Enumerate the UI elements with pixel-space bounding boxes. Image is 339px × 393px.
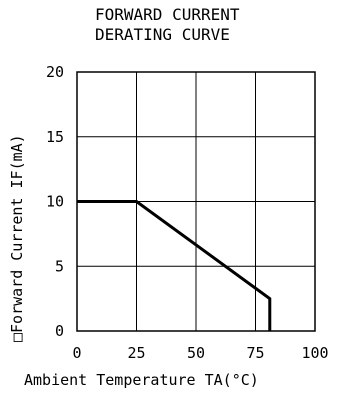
- y-tick-label-2: 10: [46, 193, 64, 211]
- y-axis-ticks: 0 5 10 15 20: [46, 63, 64, 340]
- y-tick-label-0: 0: [55, 322, 64, 340]
- chart-title-line-2: DERATING CURVE: [95, 25, 230, 44]
- y-tick-label-4: 20: [46, 63, 64, 81]
- x-axis-ticks: 0 25 50 75 100: [72, 344, 328, 362]
- y-tick-label-3: 15: [46, 128, 64, 146]
- x-tick-label-4: 100: [301, 344, 328, 362]
- chart-title-line-1: FORWARD CURRENT: [95, 5, 240, 24]
- y-tick-label-1: 5: [55, 257, 64, 275]
- series: [77, 200, 272, 331]
- x-tick-label-2: 50: [187, 344, 205, 362]
- x-tick-label-3: 75: [246, 344, 264, 362]
- y-axis-label: □Forward Current IF(mA): [8, 134, 26, 342]
- series-line-0: [77, 200, 272, 331]
- x-tick-label-1: 25: [127, 344, 145, 362]
- x-axis-label: Ambient Temperature TA(°C): [24, 371, 259, 389]
- x-tick-label-0: 0: [72, 344, 81, 362]
